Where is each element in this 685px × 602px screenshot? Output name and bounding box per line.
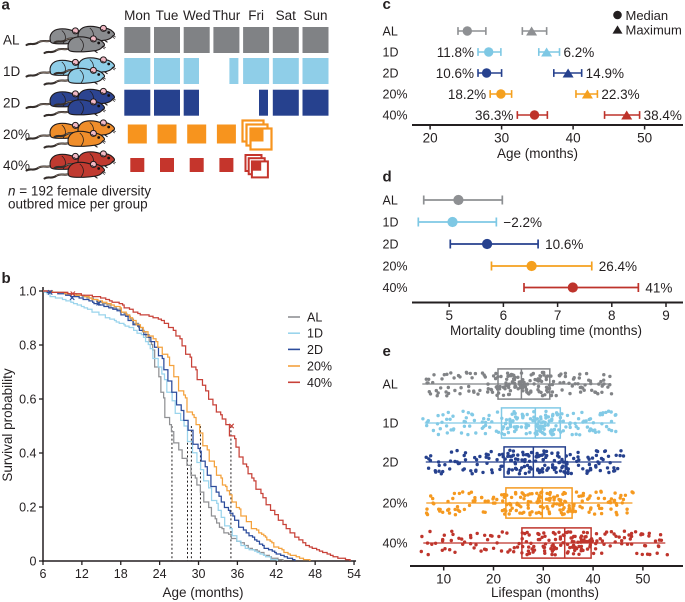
svg-text:20: 20 xyxy=(486,572,501,587)
svg-text:0.2: 0.2 xyxy=(19,501,36,515)
svg-text:8: 8 xyxy=(608,308,616,323)
svg-text:2D: 2D xyxy=(383,238,399,252)
svg-text:50: 50 xyxy=(637,131,652,146)
svg-text:36.3%: 36.3% xyxy=(475,108,513,123)
svg-text:26.4%: 26.4% xyxy=(599,259,637,274)
svg-text:38.4%: 38.4% xyxy=(644,108,682,123)
svg-text:41%: 41% xyxy=(645,281,672,296)
svg-text:22.3%: 22.3% xyxy=(601,87,639,102)
svg-text:1D: 1D xyxy=(383,216,399,230)
svg-text:6.2%: 6.2% xyxy=(564,45,595,60)
svg-text:0.4: 0.4 xyxy=(19,447,36,461)
svg-text:24: 24 xyxy=(153,567,167,581)
svg-text:36: 36 xyxy=(230,567,244,581)
svg-text:Age (months): Age (months) xyxy=(497,146,578,161)
svg-text:6: 6 xyxy=(40,567,47,581)
svg-text:Sun: Sun xyxy=(303,8,327,23)
svg-text:20: 20 xyxy=(423,131,438,146)
svg-text:n = 192 female diversity: n = 192 female diversity xyxy=(8,184,151,199)
svg-text:a: a xyxy=(2,0,11,14)
svg-text:54: 54 xyxy=(347,567,361,581)
svg-text:11.8%: 11.8% xyxy=(437,45,474,60)
svg-text:b: b xyxy=(2,270,11,287)
svg-text:d: d xyxy=(383,169,392,186)
svg-text:18: 18 xyxy=(114,567,128,581)
svg-text:0: 0 xyxy=(30,555,37,569)
svg-text:1D: 1D xyxy=(3,64,21,79)
svg-text:20%: 20% xyxy=(383,497,408,511)
svg-text:Median: Median xyxy=(626,8,669,23)
svg-text:AL: AL xyxy=(383,194,398,208)
svg-text:14.9%: 14.9% xyxy=(586,66,624,81)
svg-text:6: 6 xyxy=(500,308,508,323)
svg-text:30: 30 xyxy=(536,572,551,587)
svg-text:10.6%: 10.6% xyxy=(545,237,583,252)
svg-text:20%: 20% xyxy=(3,127,30,142)
svg-text:Lifespan (months): Lifespan (months) xyxy=(491,585,599,600)
svg-text:e: e xyxy=(383,343,391,360)
svg-text:40: 40 xyxy=(586,572,601,587)
svg-text:Sat: Sat xyxy=(276,8,297,23)
svg-text:5: 5 xyxy=(445,308,453,323)
svg-text:Age (months): Age (months) xyxy=(162,585,243,600)
svg-text:Maximum: Maximum xyxy=(626,22,682,37)
svg-text:Thur: Thur xyxy=(213,8,241,23)
svg-text:Wed: Wed xyxy=(183,8,211,23)
svg-text:20%: 20% xyxy=(307,360,332,374)
svg-text:1D: 1D xyxy=(307,327,323,341)
svg-text:50: 50 xyxy=(635,572,650,587)
svg-text:48: 48 xyxy=(308,567,322,581)
svg-text:2D: 2D xyxy=(383,67,399,81)
svg-text:20%: 20% xyxy=(383,88,408,102)
svg-text:1D: 1D xyxy=(383,46,399,60)
svg-text:1.0: 1.0 xyxy=(19,285,36,299)
svg-text:12: 12 xyxy=(75,567,89,581)
svg-text:2D: 2D xyxy=(307,343,323,357)
svg-text:0.8: 0.8 xyxy=(19,339,36,353)
svg-text:30: 30 xyxy=(192,567,206,581)
svg-text:30: 30 xyxy=(494,131,509,146)
svg-text:Mon: Mon xyxy=(124,8,150,23)
svg-text:7: 7 xyxy=(554,308,562,323)
svg-text:40%: 40% xyxy=(383,109,408,123)
svg-text:2D: 2D xyxy=(383,456,399,470)
svg-text:0.6: 0.6 xyxy=(19,393,36,407)
svg-text:40%: 40% xyxy=(3,158,30,173)
svg-text:20%: 20% xyxy=(383,260,408,274)
svg-text:Survival probability: Survival probability xyxy=(0,368,15,482)
svg-text:9: 9 xyxy=(662,308,670,323)
svg-text:40: 40 xyxy=(566,131,581,146)
svg-text:10.6%: 10.6% xyxy=(436,66,474,81)
svg-text:−2.2%: −2.2% xyxy=(503,215,542,230)
svg-text:40%: 40% xyxy=(383,537,408,551)
svg-text:AL: AL xyxy=(3,33,20,48)
svg-text:2D: 2D xyxy=(3,96,21,111)
svg-text:AL: AL xyxy=(307,311,322,325)
svg-text:outbred mice per group: outbred mice per group xyxy=(8,197,148,212)
svg-text:Mortality doubling time (month: Mortality doubling time (months) xyxy=(450,323,642,338)
svg-text:42: 42 xyxy=(269,567,283,581)
svg-text:40%: 40% xyxy=(307,376,332,390)
svg-text:10: 10 xyxy=(436,572,451,587)
svg-text:40%: 40% xyxy=(383,281,408,295)
svg-text:18.2%: 18.2% xyxy=(448,87,486,102)
svg-text:AL: AL xyxy=(383,25,398,39)
svg-text:c: c xyxy=(383,0,391,13)
svg-text:Fri: Fri xyxy=(248,8,264,23)
svg-text:Tue: Tue xyxy=(156,8,179,23)
svg-text:AL: AL xyxy=(383,378,398,392)
svg-text:1D: 1D xyxy=(383,417,399,431)
